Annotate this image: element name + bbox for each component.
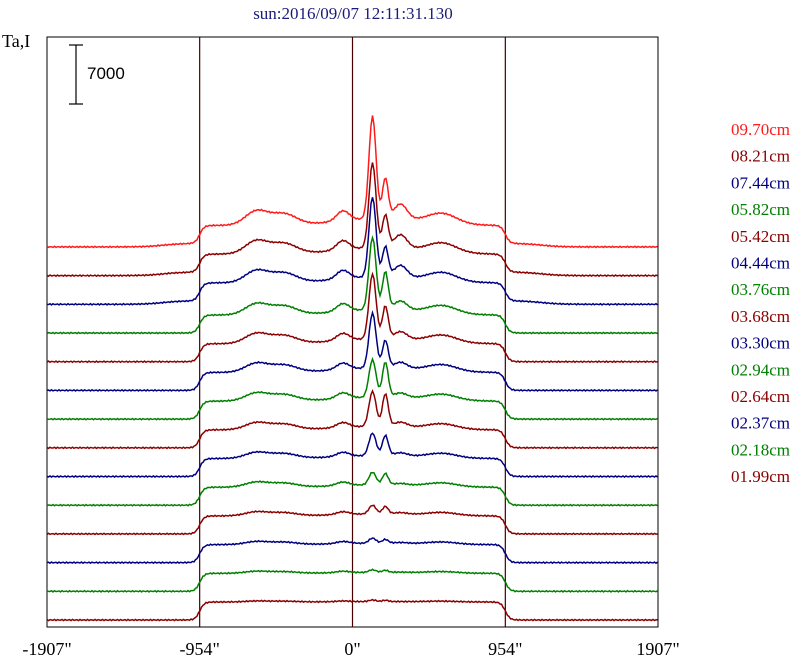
y-axis-label: Ta,I (2, 31, 30, 51)
trace-03.76cm (46, 356, 658, 421)
x-tick-label-1: -954" (179, 639, 219, 659)
legend-entry-9: 02.94cm (731, 360, 790, 379)
x-tick-labels: -1907" -954" 0" 954" 1907" (22, 639, 679, 659)
x-tick-label-4: 1907" (636, 639, 679, 659)
legend-entry-13: 01.99cm (731, 467, 790, 486)
trace-02.64cm (46, 504, 658, 536)
trace-02.37cm (46, 537, 658, 565)
scale-bar: 7000 (69, 44, 125, 105)
trace-07.44cm (46, 197, 658, 306)
spectrum-traces (46, 115, 658, 622)
trace-05.42cm (46, 271, 658, 364)
legend-entry-10: 02.64cm (731, 387, 790, 406)
trace-03.30cm (46, 432, 658, 479)
reference-lines (199, 37, 506, 627)
legend-entry-8: 03.30cm (731, 334, 790, 353)
trace-04.44cm (46, 309, 658, 392)
trace-08.21cm (46, 162, 658, 278)
legend-entry-6: 03.76cm (731, 280, 790, 299)
trace-03.68cm (46, 389, 658, 450)
legend-entry-3: 05.82cm (731, 200, 790, 219)
legend-entry-1: 08.21cm (731, 147, 790, 166)
legend: 09.70cm 08.21cm 07.44cm 05.82cm 05.42cm 04.44… (731, 120, 790, 486)
trace-01.99cm (46, 598, 658, 622)
trace-09.70cm (46, 115, 658, 249)
x-tick-label-0: -1907" (22, 639, 71, 659)
trace-05.82cm (46, 235, 658, 335)
x-tick-label-3: 954" (488, 639, 522, 659)
x-tick-label-2: 0" (344, 639, 360, 659)
legend-entry-4: 05.42cm (731, 227, 790, 246)
trace-02.18cm (46, 568, 658, 593)
legend-entry-7: 03.68cm (731, 307, 790, 326)
legend-entry-5: 04.44cm (731, 254, 790, 273)
legend-entry-12: 02.18cm (731, 440, 790, 459)
trace-02.94cm (46, 472, 658, 507)
legend-entry-0: 09.70cm (731, 120, 790, 139)
legend-entry-11: 02.37cm (731, 414, 790, 433)
scale-bar-label: 7000 (87, 64, 125, 83)
legend-entry-2: 07.44cm (731, 173, 790, 192)
chart-title: sun:2016/09/07 12:11:31.130 (253, 4, 453, 23)
